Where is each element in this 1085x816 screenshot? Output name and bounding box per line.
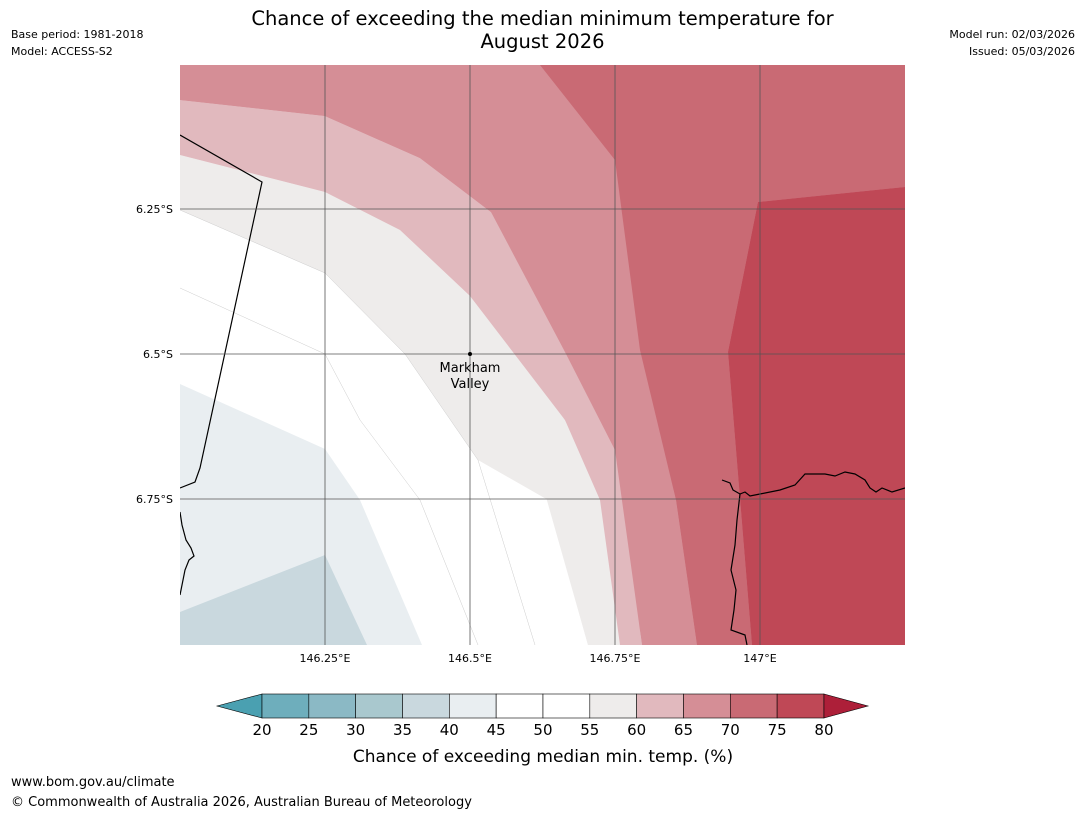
footer-url[interactable]: www.bom.gov.au/climate [11, 775, 175, 790]
lon-label: 146.75°E [590, 652, 641, 665]
band-40-45 [180, 384, 422, 645]
model-run-text: Model run: 02/03/2026 [949, 28, 1075, 41]
location-marker [468, 352, 472, 356]
lon-label: 146.5°E [448, 652, 492, 665]
band-65-70-upper [180, 65, 697, 645]
colorbar-segment [729, 693, 778, 719]
colorbar-title: Chance of exceeding median min. temp. (%… [353, 747, 733, 767]
coastline-east [721, 471, 905, 497]
colorbar-tick-label: 40 [440, 721, 459, 739]
coastline-east-south [730, 493, 748, 645]
model-text: Model: ACCESS-S2 [11, 45, 113, 58]
lat-label: 6.25°S [136, 203, 173, 216]
colorbar-tick-label: 45 [487, 721, 506, 739]
colorbar-tick-label: 80 [814, 721, 833, 739]
colorbar-tick-label: 20 [252, 721, 271, 739]
location-label-line-1: Markham [440, 361, 501, 376]
colorbar-segment [355, 693, 403, 719]
colorbar-segment [495, 693, 544, 719]
colorbar-segment [402, 693, 450, 719]
colorbar-segment [449, 693, 497, 719]
colorbar-tick-label: 55 [580, 721, 599, 739]
map-plot [180, 65, 905, 645]
footer-copyright: © Commonwealth of Australia 2026, Austra… [11, 795, 472, 810]
colorbar-tick-label: 50 [533, 721, 552, 739]
band-35-40 [180, 555, 367, 645]
contour-line-1 [180, 287, 479, 645]
colorbar-segment [308, 693, 356, 719]
lon-label: 146.25°E [300, 652, 351, 665]
colorbar: 20 25 30 35 40 45 50 55 60 65 70 75 80 [215, 693, 870, 739]
colorbar-tick-label: 25 [299, 721, 318, 739]
graticule [180, 65, 905, 645]
band-75-80 [728, 187, 905, 645]
meta-left: Base period: 1981-2018 Model: ACCESS-S2 [11, 26, 143, 60]
base-period-text: Base period: 1981-2018 [11, 28, 144, 41]
colorbar-segment [683, 693, 731, 719]
colorbar-tick-label: 60 [627, 721, 646, 739]
map-title: Chance of exceeding the median minimum t… [180, 7, 905, 53]
title-line-1: Chance of exceeding the median minimum t… [251, 7, 834, 30]
coastline-southwest [180, 511, 195, 596]
lon-label: 147°E [743, 652, 776, 665]
colorbar-extend-high [823, 693, 870, 719]
title-line-2: August 2026 [480, 30, 605, 53]
colorbar-tick-label: 65 [674, 721, 693, 739]
colorbar-segment [776, 693, 825, 719]
colorbar-segment [261, 693, 310, 719]
location-label-line-2: Valley [451, 377, 490, 392]
lat-label: 6.75°S [136, 493, 173, 506]
colorbar-segment [636, 693, 684, 719]
colorbar-segment [542, 693, 591, 719]
colorbar-segment [589, 693, 637, 719]
meta-right: Model run: 02/03/2026 Issued: 05/03/2026 [949, 26, 1075, 60]
colorbar-tick-label: 70 [721, 721, 740, 739]
colorbar-extend-low [215, 693, 263, 719]
issued-text: Issued: 05/03/2026 [968, 45, 1075, 58]
colorbar-tick-label: 35 [393, 721, 412, 739]
coastline-west [180, 134, 263, 489]
colorbar-tick-label: 75 [768, 721, 787, 739]
colorbar-tick-label: 30 [346, 721, 365, 739]
lat-label: 6.5°S [143, 348, 173, 361]
band-70-75 [540, 65, 905, 645]
